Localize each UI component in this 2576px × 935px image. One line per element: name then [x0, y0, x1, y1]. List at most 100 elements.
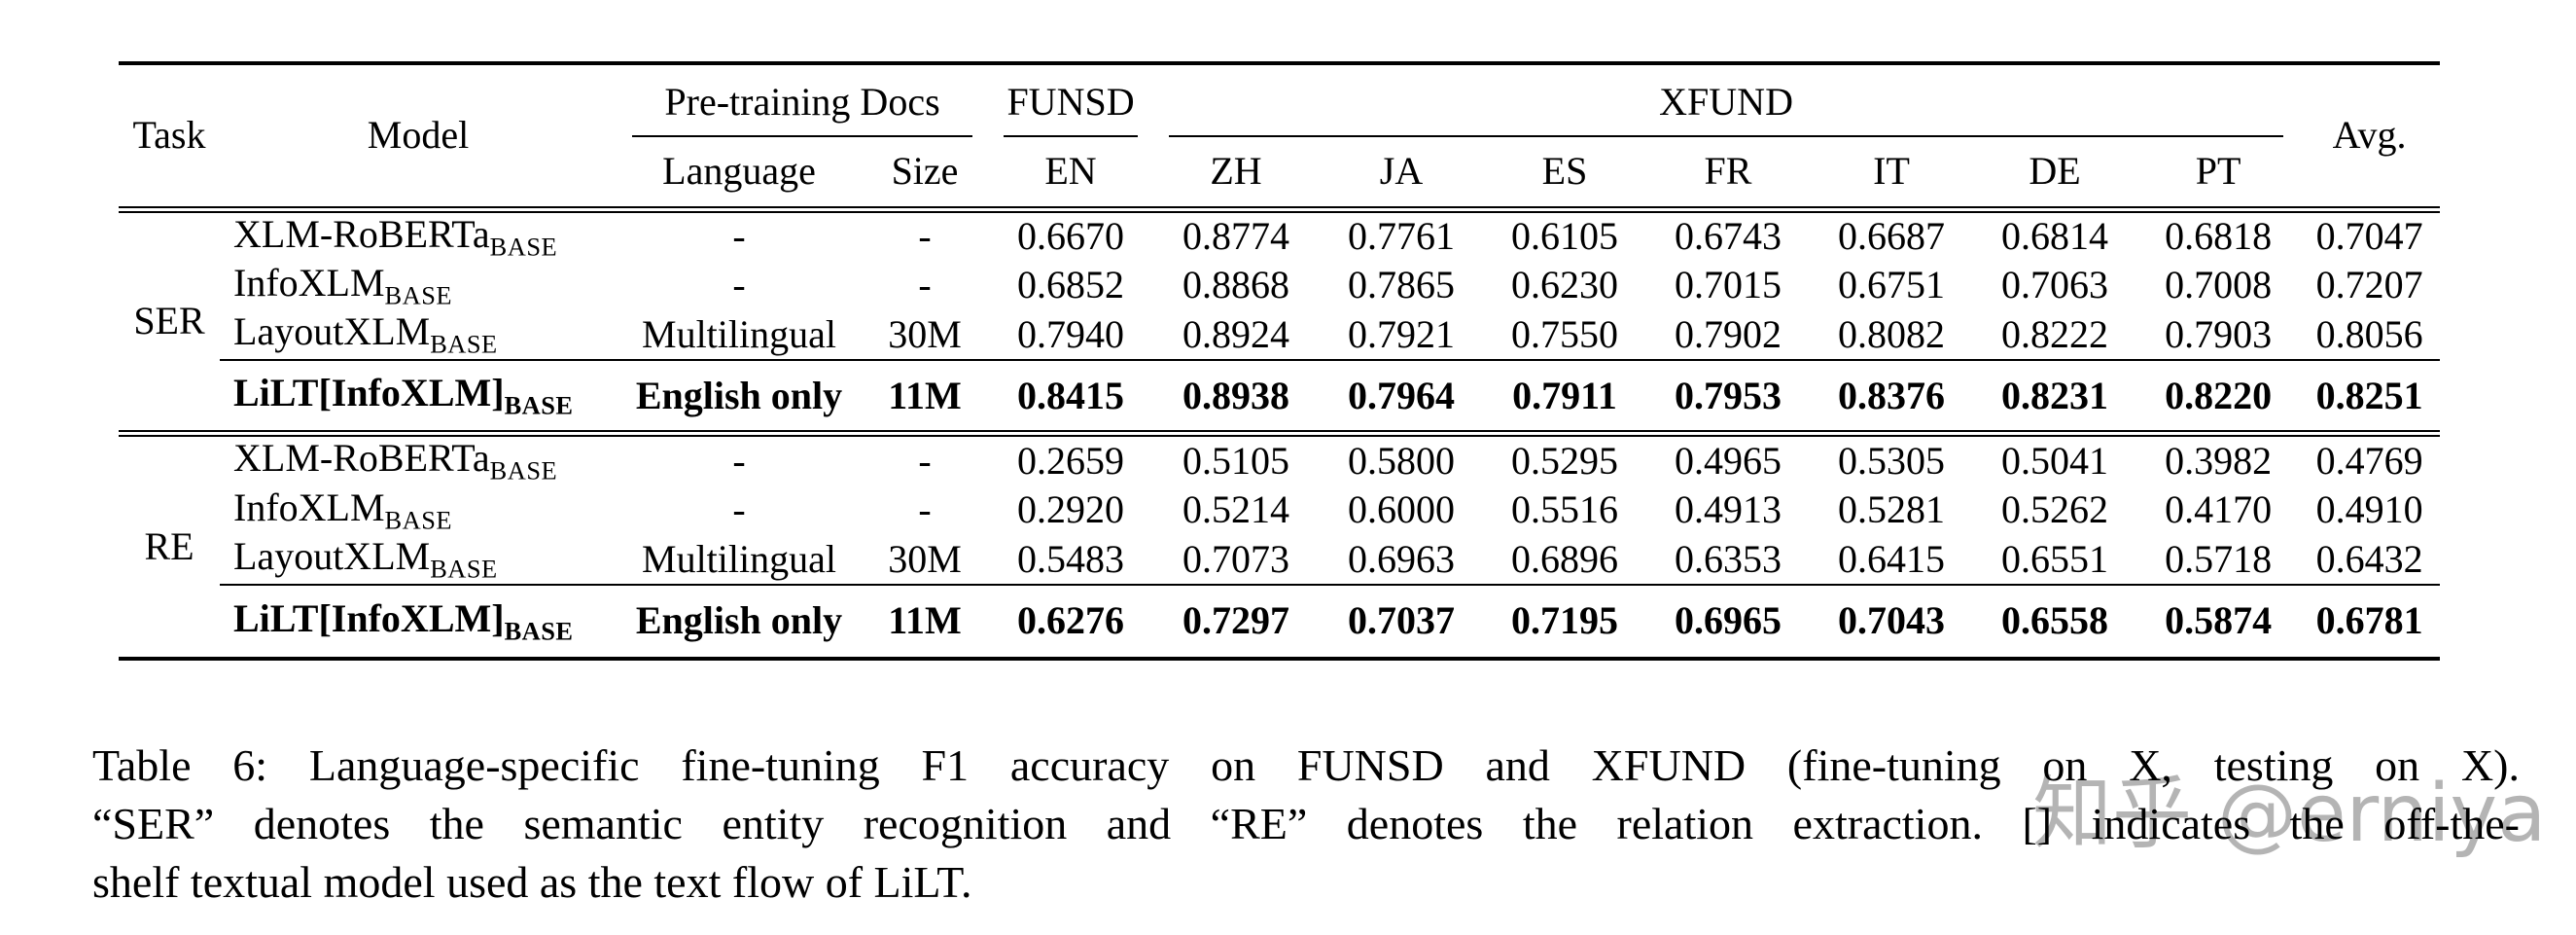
value-cell-zh: 0.8938: [1153, 358, 1320, 438]
value-cell-zh: 0.8774: [1182, 214, 1290, 259]
col-subheader-size: Size: [862, 137, 989, 213]
value-cell-de: 0.8222: [2001, 311, 2109, 356]
value-cell-avg: 0.7207: [2315, 263, 2423, 307]
value-cell-ja: 0.6963: [1348, 536, 1456, 581]
task-cell-ser: SER: [119, 209, 220, 438]
model-subscript: BASE: [489, 231, 558, 261]
value-cell-it: 0.5281: [1838, 487, 1946, 532]
value-cell-en: 0.2659: [1017, 439, 1125, 484]
funsd-label: FUNSD: [1006, 80, 1135, 124]
caption-line-2: “SER” denotes the semantic entity recogn…: [92, 799, 2520, 848]
value-cell-de: 0.8231: [1972, 358, 2138, 438]
model-subscript: BASE: [430, 554, 498, 584]
value-cell-ja: 0.6000: [1348, 487, 1456, 532]
results-table: Task Model Pre-training Docs FUNSD XFUND…: [119, 61, 2441, 661]
value-cell-it: 0.6415: [1838, 536, 1946, 581]
value-cell-it: 0.8082: [1838, 311, 1946, 356]
col-subheader-de: DE: [1972, 137, 2138, 213]
value-cell-pt: 0.8220: [2137, 358, 2300, 438]
col-subheader-pt: PT: [2137, 137, 2300, 213]
language-cell: Multilingual: [642, 536, 836, 581]
col-subheader-ja: JA: [1319, 137, 1485, 213]
value-cell-fr: 0.6743: [1675, 214, 1782, 259]
language-cell: Multilingual: [642, 311, 836, 356]
value-cell-en: 0.6852: [1017, 263, 1125, 307]
size-cell: 11M: [862, 358, 989, 438]
model-cell: InfoXLMBASE: [220, 485, 617, 535]
language-cell: -: [732, 263, 746, 307]
table-caption: Table 6: Language-specific fine-tuning F…: [92, 737, 2520, 912]
col-subheader-zh: ZH: [1153, 137, 1320, 213]
col-header-avg: Avg.: [2299, 61, 2441, 213]
table-row: LayoutXLMBASE Multilingual 30M 0.7940 0.…: [119, 310, 2440, 360]
value-cell-en: 0.2920: [1017, 487, 1125, 532]
value-cell-zh: 0.7297: [1153, 583, 1320, 661]
language-cell: -: [732, 487, 746, 532]
size-cell: -: [918, 214, 932, 259]
model-name: XLM-RoBERTa: [233, 211, 490, 256]
value-cell-fr: 0.7953: [1645, 358, 1812, 438]
model-subscript: BASE: [504, 390, 574, 420]
xfund-label: XFUND: [1659, 80, 1793, 124]
table-row-highlight: LiLT[InfoXLM]BASE English only 11M 0.841…: [119, 358, 2441, 438]
value-cell-en: 0.6276: [988, 583, 1154, 661]
model-cell: XLM-RoBERTaBASE: [220, 434, 617, 485]
col-header-model: Model: [220, 61, 617, 213]
table-row: InfoXLMBASE - - 0.6852 0.8868 0.7865 0.6…: [119, 261, 2440, 310]
value-cell-avg: 0.4769: [2315, 439, 2423, 484]
value-cell-de: 0.5262: [2001, 487, 2109, 532]
value-cell-en: 0.6670: [1017, 214, 1125, 259]
model-cell: LiLT[InfoXLM]BASE: [220, 358, 617, 438]
value-cell-fr: 0.4965: [1675, 439, 1782, 484]
model-name: LayoutXLM: [233, 534, 431, 579]
size-cell: 30M: [888, 311, 962, 356]
value-cell-es: 0.5295: [1511, 439, 1619, 484]
caption-line-1: Table 6: Language-specific fine-tuning F…: [92, 740, 2520, 790]
value-cell-de: 0.6814: [2001, 214, 2109, 259]
size-cell: 30M: [888, 536, 962, 581]
value-cell-avg: 0.8251: [2299, 358, 2441, 438]
value-cell-fr: 0.7902: [1675, 311, 1782, 356]
value-cell-de: 0.7063: [2001, 263, 2109, 307]
value-cell-zh: 0.8868: [1182, 263, 1290, 307]
value-cell-pt: 0.7903: [2165, 311, 2273, 356]
value-cell-es: 0.7550: [1511, 311, 1619, 356]
model-subscript: BASE: [384, 280, 452, 310]
model-name: XLM-RoBERTa: [233, 436, 490, 481]
model-cell: InfoXLMBASE: [220, 261, 617, 310]
pretraining-docs-label: Pre-training Docs: [664, 80, 940, 124]
value-cell-fr: 0.6353: [1675, 536, 1782, 581]
value-cell-ja: 0.7037: [1319, 583, 1485, 661]
value-cell-pt: 0.4170: [2165, 487, 2273, 532]
value-cell-es: 0.6105: [1511, 214, 1619, 259]
language-cell: -: [732, 439, 746, 484]
value-cell-fr: 0.7015: [1675, 263, 1782, 307]
value-cell-en: 0.5483: [1017, 536, 1125, 581]
value-cell-ja: 0.7761: [1348, 214, 1456, 259]
table-row: RE XLM-RoBERTaBASE - - 0.2659 0.5105 0.5…: [119, 433, 2440, 661]
value-cell-de: 0.6558: [1972, 583, 2138, 661]
model-cell: LayoutXLMBASE: [220, 535, 617, 585]
value-cell-avg: 0.7047: [2315, 214, 2423, 259]
value-cell-avg: 0.6781: [2299, 583, 2441, 661]
value-cell-avg: 0.4910: [2315, 487, 2423, 532]
model-name: InfoXLM: [233, 260, 385, 305]
value-cell-pt: 0.6818: [2165, 214, 2273, 259]
language-cell: English only: [617, 583, 862, 661]
table-row: LayoutXLMBASE Multilingual 30M 0.5483 0.…: [119, 535, 2440, 585]
value-cell-es: 0.7911: [1484, 358, 1646, 438]
value-cell-it: 0.6751: [1838, 263, 1946, 307]
value-cell-avg: 0.6432: [2315, 536, 2423, 581]
col-subheader-fr: FR: [1645, 137, 1812, 213]
model-subscript: BASE: [504, 616, 574, 646]
model-subscript: BASE: [384, 505, 452, 535]
task-cell-re: RE: [119, 433, 220, 661]
zhihu-watermark: 知乎 @erniya: [2032, 768, 2547, 860]
model-subscript: BASE: [489, 455, 558, 485]
col-group-funsd: FUNSD: [988, 61, 1154, 137]
language-cell: English only: [617, 358, 862, 438]
value-cell-ja: 0.5800: [1348, 439, 1456, 484]
model-subscript: BASE: [430, 329, 498, 359]
value-cell-fr: 0.4913: [1675, 487, 1782, 532]
